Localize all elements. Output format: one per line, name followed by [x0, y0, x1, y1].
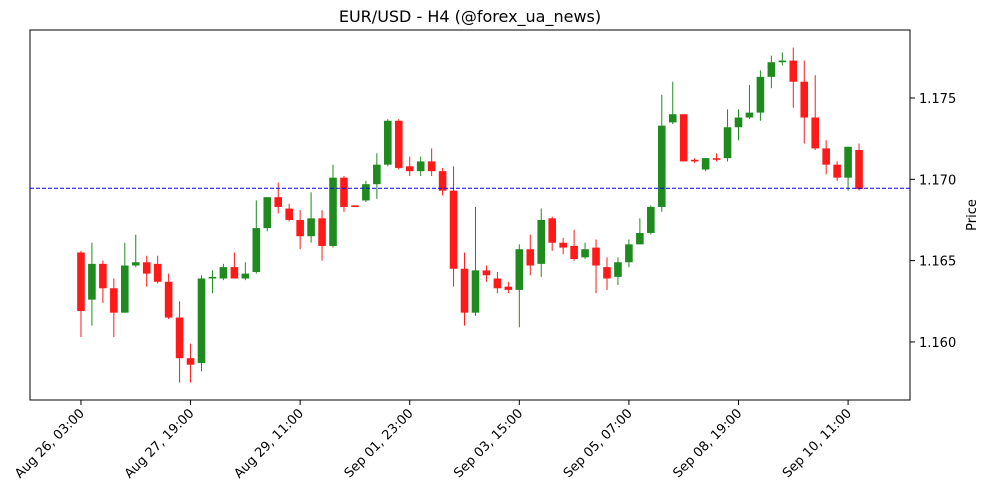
candle-body: [263, 197, 272, 229]
candle-body: [449, 190, 458, 269]
candle-body: [241, 273, 250, 279]
candle-body: [734, 117, 743, 128]
x-tick-label: Aug 27, 19:00: [122, 406, 198, 482]
candle-body: [471, 270, 480, 313]
candle-body: [647, 206, 655, 233]
x-tick-label: Sep 10, 11:00: [780, 406, 855, 481]
candle-body: [142, 262, 151, 274]
y-tick-label: 1.165: [919, 255, 956, 270]
candle-body: [88, 263, 96, 300]
y-tick-label: 1.160: [919, 336, 956, 351]
candle-body: [296, 219, 304, 237]
candle-body: [504, 286, 513, 290]
candle-body: [493, 278, 502, 289]
candle-body: [537, 219, 546, 264]
candle-body: [99, 263, 107, 289]
candle-body: [756, 76, 765, 113]
candle-body: [614, 262, 622, 277]
candle-body: [745, 112, 754, 118]
candle-body: [811, 117, 820, 149]
candle-body: [274, 197, 283, 207]
candle-body: [800, 81, 809, 118]
candle-body: [559, 242, 567, 248]
x-tick-label: Aug 26, 03:00: [12, 406, 88, 482]
candle-body: [110, 288, 118, 313]
candle-body: [822, 148, 830, 165]
x-tick-label: Sep 01, 23:00: [342, 406, 417, 481]
candle-body: [723, 127, 732, 159]
y-tick-label: 1.170: [919, 173, 956, 188]
candle-body: [712, 158, 721, 160]
candle-body: [307, 218, 315, 237]
candle-body: [844, 146, 852, 178]
x-tick-label: Sep 08, 19:00: [670, 406, 745, 481]
candle-body: [592, 247, 600, 266]
candle-body: [778, 60, 787, 63]
candle-body: [833, 164, 841, 178]
candle-body: [175, 317, 184, 359]
candle-body: [668, 114, 677, 123]
candle-body: [701, 158, 710, 170]
candle-body: [625, 244, 633, 263]
y-tick-label: 1.175: [919, 92, 956, 107]
candle-body: [252, 228, 261, 273]
candle-body: [318, 218, 326, 246]
candle-body: [329, 177, 337, 246]
candle-body: [515, 249, 524, 290]
candle-body: [526, 249, 535, 266]
candle-body: [197, 278, 206, 364]
candle-body: [789, 60, 798, 82]
plot-frame: [29, 29, 911, 401]
candle-body: [855, 150, 863, 190]
candle-body: [405, 166, 414, 172]
x-tick-label: Sep 05, 07:00: [561, 406, 636, 481]
candle-body: [460, 268, 469, 313]
candle-body: [208, 276, 217, 279]
candle-body: [153, 263, 162, 282]
x-tick-label: Sep 03, 15:00: [451, 406, 526, 481]
candle-body: [164, 281, 173, 318]
candle-body: [120, 265, 129, 313]
candle-body: [131, 262, 140, 266]
candle-body: [362, 184, 370, 201]
candle-body: [548, 218, 556, 243]
candle-body: [581, 249, 589, 258]
candle-body: [679, 114, 688, 162]
candle-body: [384, 120, 392, 165]
candle-body: [285, 208, 293, 220]
candle-body: [570, 245, 578, 259]
candle-body: [230, 267, 239, 279]
candle-body: [657, 125, 666, 207]
candle-body: [438, 171, 447, 191]
x-tick-label: Aug 29, 11:00: [231, 406, 307, 482]
candle-body: [690, 159, 699, 162]
candle-body: [373, 164, 381, 185]
candle-body: [416, 161, 425, 172]
chart-title: EUR/USD - H4 (@forex_ua_news): [339, 7, 601, 27]
candle-body: [394, 120, 403, 168]
candle-body: [219, 267, 228, 279]
candle-body: [186, 358, 195, 365]
candle-body: [427, 161, 436, 172]
candle-body: [482, 270, 491, 276]
candle-body: [77, 252, 85, 312]
candle-body: [340, 177, 348, 207]
y-axis-label: Price: [965, 199, 980, 231]
candle-body: [351, 205, 359, 207]
candle-body: [636, 232, 644, 245]
candle-body: [767, 62, 776, 77]
candle-body: [603, 267, 611, 279]
